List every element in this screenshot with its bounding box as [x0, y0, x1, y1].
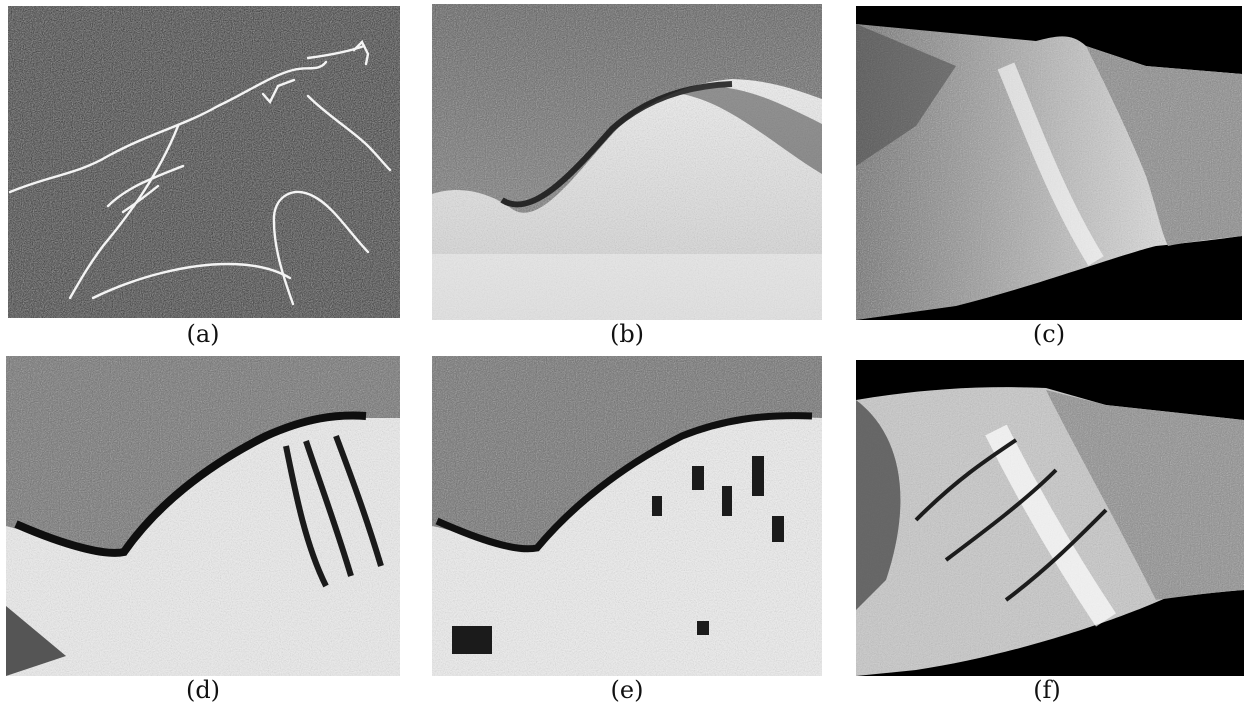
textured-terrain-image [6, 356, 400, 676]
panel-c-3d-view [856, 6, 1242, 320]
edge-map-image [8, 6, 400, 318]
3d-textured-view-image [856, 360, 1244, 676]
textured-terrain-variant-image [432, 356, 822, 676]
panel-f-3d-textured-view [856, 360, 1244, 676]
panel-e-textured-terrain [432, 356, 822, 676]
caption-d: (d) [185, 676, 221, 704]
caption-f: (f) [1033, 676, 1061, 704]
caption-e: (e) [610, 676, 644, 704]
caption-c: (c) [1032, 320, 1066, 348]
caption-a: (a) [186, 320, 220, 348]
3d-view-image [856, 6, 1242, 320]
panel-a-edge-map [8, 6, 400, 318]
panel-d-textured-terrain [6, 356, 400, 676]
terrain-render-image [432, 4, 822, 320]
caption-b: (b) [609, 320, 645, 348]
panel-b-terrain-render [432, 4, 822, 320]
